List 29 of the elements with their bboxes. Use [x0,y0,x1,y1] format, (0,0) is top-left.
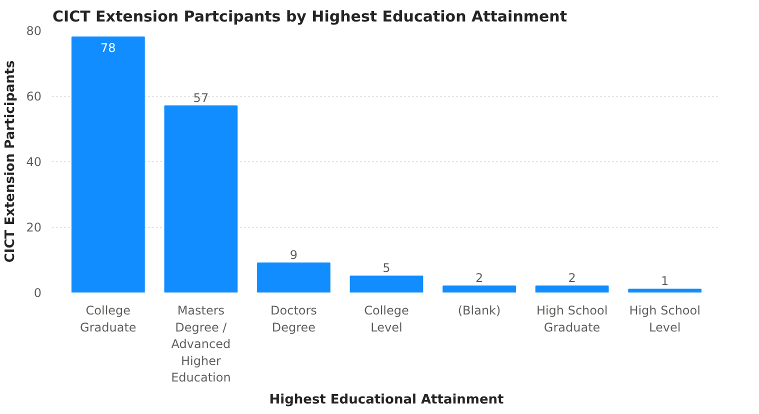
x-tick-label: College Graduate [80,304,136,334]
bar [442,285,516,292]
x-tick-label: Doctors Degree [270,304,317,334]
x-tick-label: (Blank) [458,304,501,318]
chart-title: CICT Extension Partcipants by Highest Education Attainment [52,8,568,26]
y-axis-title: CICT Extension Participants [3,60,18,263]
bar [257,262,330,292]
y-tick-label: 0 [34,286,42,300]
y-tick-label: 60 [26,90,42,104]
data-label: 2 [475,270,484,285]
x-tick-label: High School Graduate [536,304,608,334]
x-axis-title: Highest Educational Attainment [269,392,504,408]
bar [71,36,145,292]
data-label: 2 [568,270,576,285]
bar [628,288,702,292]
x-tick-label: Masters Degree / Advanced Higher Education [171,304,231,385]
data-label: 5 [382,261,390,276]
x-tick-label: High School Level [629,304,700,334]
y-tick-label: 80 [26,24,42,38]
bar [164,105,238,292]
y-tick-label: 20 [26,220,42,234]
bar [535,285,609,292]
bar [350,276,424,292]
data-label: 1 [661,274,669,288]
x-tick-label: College Level [364,304,409,334]
data-label: 57 [193,90,209,105]
data-label: 78 [100,41,116,56]
data-label: 9 [290,248,298,262]
y-tick-label: 40 [26,155,42,169]
